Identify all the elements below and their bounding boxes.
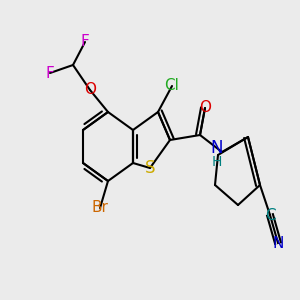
Text: N: N (272, 236, 284, 250)
Text: H: H (212, 155, 222, 169)
Text: S: S (145, 159, 155, 177)
Text: C: C (265, 208, 275, 223)
Text: F: F (46, 65, 54, 80)
Text: O: O (199, 100, 211, 116)
Text: N: N (211, 139, 223, 157)
Text: Cl: Cl (165, 79, 179, 94)
Text: Br: Br (92, 200, 108, 215)
Text: O: O (84, 82, 96, 98)
Text: F: F (81, 34, 89, 50)
